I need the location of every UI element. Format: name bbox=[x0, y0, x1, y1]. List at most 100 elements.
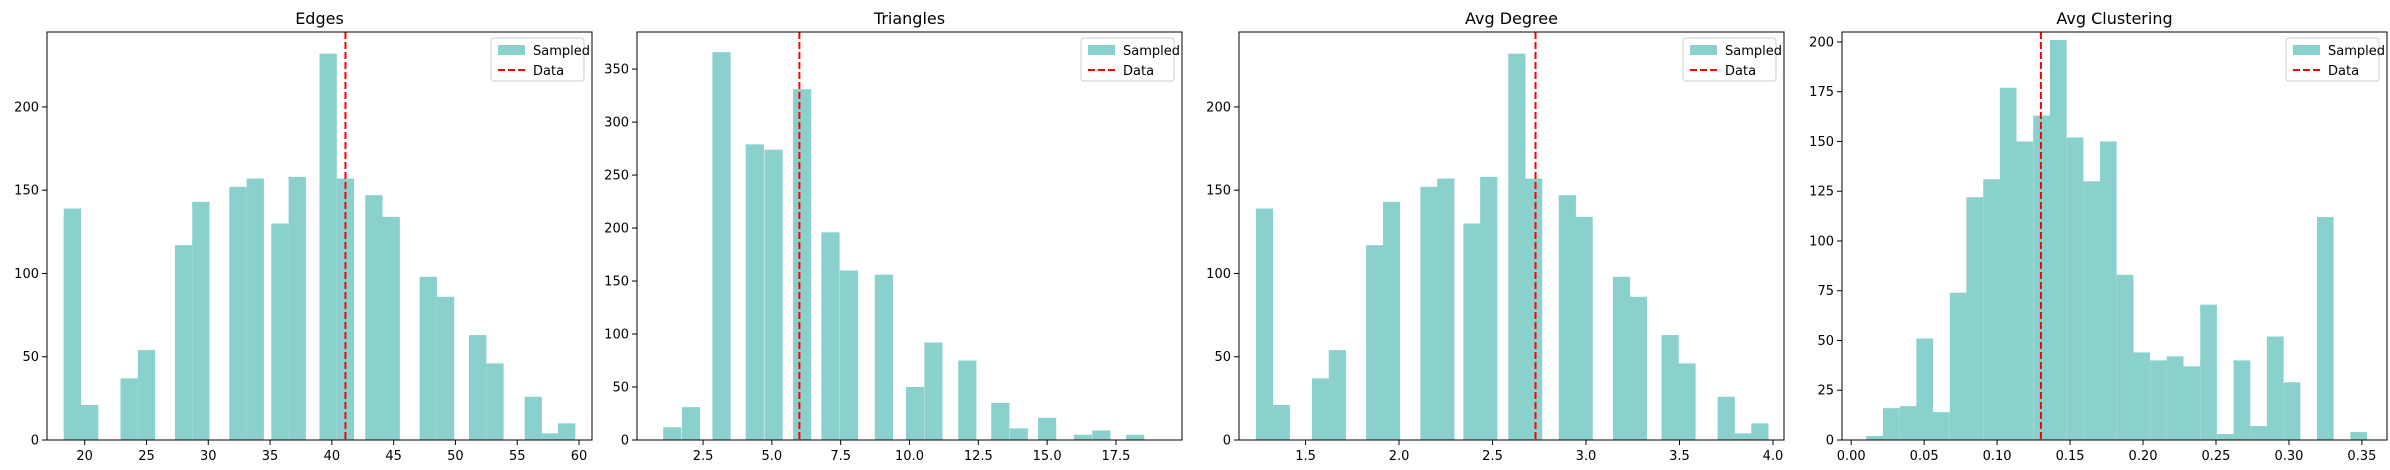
histogram-bar bbox=[2166, 356, 2184, 440]
histogram-bar bbox=[1866, 436, 1884, 440]
histogram-bar bbox=[246, 178, 264, 440]
y-tick-label: 100 bbox=[14, 267, 39, 282]
y-tick-label: 300 bbox=[604, 116, 629, 131]
histogram-bar bbox=[1612, 276, 1631, 440]
histogram-bar bbox=[436, 296, 455, 440]
histogram-bar bbox=[2316, 217, 2334, 440]
legend-label-data: Data bbox=[1123, 64, 1154, 79]
histogram-bar bbox=[1437, 178, 1455, 440]
histogram-bar bbox=[1480, 176, 1498, 440]
histogram-bar bbox=[137, 350, 156, 440]
histogram-bar bbox=[336, 178, 355, 440]
histogram-bar bbox=[2250, 426, 2267, 440]
x-tick-label: 1.5 bbox=[1295, 449, 1316, 464]
y-tick-label: 250 bbox=[604, 169, 629, 184]
histogram-bar bbox=[1999, 87, 2017, 440]
histogram-bar bbox=[2283, 382, 2301, 440]
histogram-bar bbox=[2233, 360, 2251, 440]
legend-label-sampled: Sampled bbox=[1725, 44, 1782, 59]
histogram-bar bbox=[1525, 178, 1543, 440]
histogram-bar bbox=[174, 245, 193, 440]
histogram-bar bbox=[419, 276, 437, 440]
x-tick-label: 0.30 bbox=[2274, 449, 2303, 464]
histogram-bar bbox=[1734, 433, 1752, 440]
histogram-bar bbox=[905, 387, 925, 440]
axes-frame bbox=[1238, 31, 1785, 441]
y-tick-label: 50 bbox=[1214, 350, 1231, 365]
histogram-bar bbox=[874, 274, 893, 440]
panel-title: Avg Degree bbox=[1465, 9, 1558, 28]
histogram-bar bbox=[2350, 432, 2368, 440]
histogram-bar bbox=[1678, 363, 1696, 440]
y-tick-label: 150 bbox=[14, 184, 39, 199]
histogram-bar bbox=[1366, 245, 1384, 440]
axes-frame bbox=[46, 31, 593, 441]
legend-sampled-swatch bbox=[498, 45, 525, 55]
x-tick-label: 5.0 bbox=[762, 449, 783, 464]
histogram-bar bbox=[2066, 137, 2084, 441]
legend: Sampled Data bbox=[1682, 37, 1782, 82]
histogram-bar bbox=[524, 396, 542, 440]
histogram-bar bbox=[1558, 195, 1576, 440]
legend-label-data: Data bbox=[533, 64, 564, 79]
histogram-bar bbox=[1420, 186, 1438, 440]
axes-frame bbox=[1841, 31, 2388, 441]
legend: Sampled Data bbox=[1080, 37, 1180, 82]
x-tick-label: 0.05 bbox=[1910, 449, 1939, 464]
histogram-bar bbox=[1272, 405, 1290, 440]
y-tick-label: 75 bbox=[1817, 284, 1834, 299]
histogram-bar bbox=[1751, 423, 1769, 440]
histogram-bar bbox=[365, 195, 383, 440]
histogram-bar bbox=[1009, 428, 1028, 440]
histogram-bar bbox=[1463, 223, 1481, 440]
histogram-bar bbox=[1899, 406, 1917, 440]
y-tick-label: 150 bbox=[1809, 135, 1834, 150]
x-tick-label: 35 bbox=[262, 449, 279, 464]
x-tick-label: 0.00 bbox=[1837, 449, 1866, 464]
histogram-bar bbox=[192, 201, 210, 440]
histogram-bar bbox=[80, 405, 99, 440]
histogram-bar bbox=[1038, 417, 1057, 440]
panel-title: Edges bbox=[295, 9, 344, 28]
y-tick-label: 50 bbox=[612, 381, 629, 396]
x-tick-label: 2.0 bbox=[1389, 449, 1410, 464]
histogram-bar bbox=[1126, 434, 1145, 440]
x-tick-label: 25 bbox=[138, 449, 155, 464]
x-tick-label: 17.5 bbox=[1101, 449, 1130, 464]
histogram-bar bbox=[2016, 141, 2034, 440]
x-tick-label: 4.0 bbox=[1763, 449, 1784, 464]
histogram-bar bbox=[764, 149, 783, 440]
histogram-bar bbox=[2049, 39, 2067, 441]
y-tick-label: 125 bbox=[1809, 185, 1834, 200]
x-tick-label: 0.20 bbox=[2129, 449, 2158, 464]
x-tick-label: 0.25 bbox=[2202, 449, 2231, 464]
histogram-bar bbox=[120, 378, 138, 440]
y-tick-label: 50 bbox=[1817, 334, 1834, 349]
y-tick-label: 175 bbox=[1809, 85, 1834, 100]
histogram-bar bbox=[288, 176, 306, 440]
y-tick-label: 100 bbox=[1809, 234, 1834, 249]
x-tick-label: 2.5 bbox=[1482, 449, 1503, 464]
x-tick-label: 3.5 bbox=[1669, 449, 1690, 464]
histogram-bar bbox=[541, 433, 560, 440]
histogram-bar bbox=[1949, 292, 1967, 440]
y-tick-label: 350 bbox=[604, 63, 629, 78]
y-tick-label: 100 bbox=[604, 328, 629, 343]
panel-4: 0.00 0.05 0.10 0.15 0.20 0.25 0.30 0.35 0 25 50 75 1… bbox=[1809, 9, 2388, 464]
histogram-bar bbox=[1073, 434, 1092, 440]
x-tick-label: 0.35 bbox=[2347, 449, 2376, 464]
histogram-bar bbox=[712, 52, 731, 440]
x-tick-label: 7.5 bbox=[830, 449, 851, 464]
histogram-bar bbox=[229, 186, 247, 440]
histogram-bar bbox=[2183, 366, 2201, 440]
histogram-bar bbox=[1966, 197, 1984, 440]
panel-title: Avg Clustering bbox=[2056, 9, 2172, 28]
histogram-bar bbox=[958, 360, 977, 440]
y-tick-label: 150 bbox=[1206, 184, 1231, 199]
histogram-bar bbox=[991, 402, 1010, 440]
histogram-bar bbox=[2216, 434, 2234, 440]
histogram-bar bbox=[745, 144, 764, 441]
histogram-bar bbox=[839, 270, 859, 440]
legend-sampled-swatch bbox=[1690, 45, 1717, 55]
x-tick-label: 10.0 bbox=[895, 449, 924, 464]
